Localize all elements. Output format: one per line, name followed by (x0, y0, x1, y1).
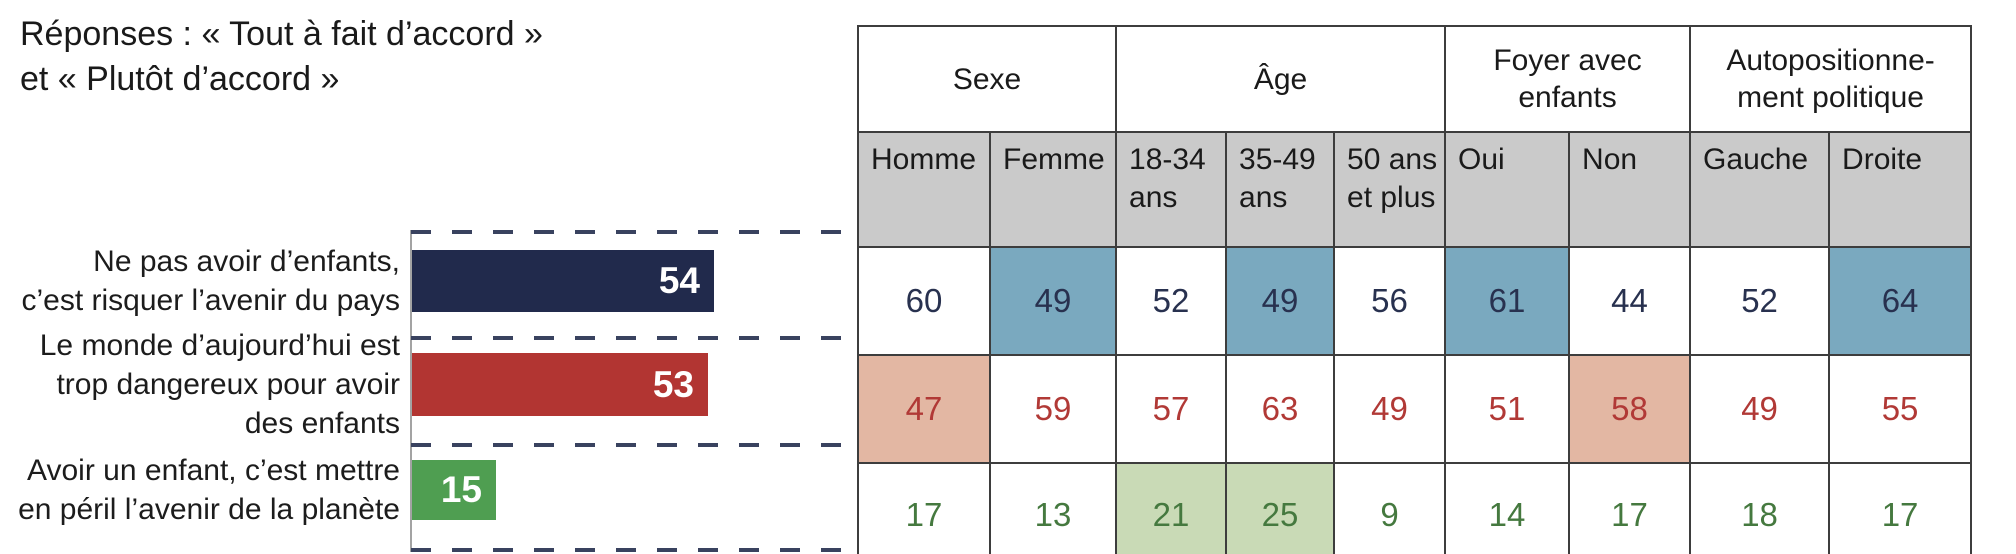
cell: 49 (1225, 246, 1336, 356)
category-label-2: Le monde d’aujourd’hui est trop dangereu… (10, 326, 400, 443)
cell: 44 (1568, 246, 1692, 356)
category-label-2-line2: trop dangereux pour avoir (56, 368, 400, 401)
table-row-1: 60 49 52 49 56 61 44 52 64 (857, 246, 1973, 356)
bar-row2-value: 53 (652, 363, 694, 405)
category-label-3-line2: en péril l’avenir de la planète (18, 493, 400, 526)
breakdown-table: Sexe Âge Foyer avec enfants Autoposition… (856, 25, 1973, 554)
chart-dashed-gridline (411, 336, 858, 340)
column-header-droite: Droite (1828, 131, 1973, 248)
bar-row3: 15 (412, 460, 496, 520)
table-column-header-row: Homme Femme 18-34 ans 35-49 ans 50 ans e… (857, 131, 1973, 248)
column-header-homme: Homme (857, 131, 991, 248)
cell: 17 (1828, 462, 1973, 554)
column-header-femme: Femme (988, 131, 1118, 248)
group-header-foyer-line1: Foyer avec (1493, 44, 1642, 77)
column-header-35-49: 35-49 ans (1225, 131, 1336, 248)
category-label-3-line1: Avoir un enfant, c’est mettre (27, 454, 400, 487)
table-row-3: 17 13 21 25 9 14 17 18 17 (857, 462, 1973, 554)
cell: 59 (988, 354, 1118, 464)
category-label-3: Avoir un enfant, c’est mettre en péril l… (10, 451, 400, 529)
cell: 60 (857, 246, 991, 356)
cell: 13 (988, 462, 1118, 554)
cell: 9 (1333, 462, 1447, 554)
category-label-1-line2: c’est risquer l’avenir du pays (21, 284, 400, 317)
cell: 49 (988, 246, 1118, 356)
cell: 17 (857, 462, 991, 554)
group-header-foyer: Foyer avec enfants (1444, 25, 1692, 133)
group-header-politique-line2: ment politique (1737, 81, 1924, 114)
cell: 57 (1115, 354, 1228, 464)
cell: 51 (1444, 354, 1571, 464)
cell: 49 (1333, 354, 1447, 464)
cell: 52 (1689, 246, 1831, 356)
table-group-header-row: Sexe Âge Foyer avec enfants Autoposition… (856, 25, 1973, 133)
chart-axis-line (410, 230, 412, 552)
figure-title-line1: Réponses : « Tout à fait d’accord » (20, 15, 543, 53)
chart-dashed-gridline (411, 230, 858, 234)
cell: 17 (1568, 462, 1692, 554)
cell: 18 (1689, 462, 1831, 554)
cell: 58 (1568, 354, 1692, 464)
chart-dashed-gridline (411, 443, 858, 447)
group-header-age: Âge (1115, 25, 1447, 133)
cell: 21 (1115, 462, 1228, 554)
group-header-politique: Autopositionne- ment politique (1689, 25, 1973, 133)
cell: 63 (1225, 354, 1336, 464)
column-header-50plus: 50 ans et plus (1333, 131, 1447, 248)
cell: 56 (1333, 246, 1447, 356)
category-label-1-line1: Ne pas avoir d’enfants, (93, 245, 400, 278)
category-label-1: Ne pas avoir d’enfants, c’est risquer l’… (10, 242, 400, 320)
column-header-18-34: 18-34 ans (1115, 131, 1228, 248)
figure-title-line2: et « Plutôt d’accord » (20, 60, 340, 98)
cell: 14 (1444, 462, 1571, 554)
cell: 25 (1225, 462, 1336, 554)
cell: 47 (857, 354, 991, 464)
column-header-non: Non (1568, 131, 1692, 248)
group-header-politique-line1: Autopositionne- (1726, 44, 1935, 77)
group-header-age-line1: Âge (1253, 62, 1308, 96)
chart-dashed-gridline (411, 548, 858, 552)
cell: 52 (1115, 246, 1228, 356)
cell: 55 (1828, 354, 1973, 464)
bar-row1: 54 (412, 250, 714, 312)
bar-row2: 53 (412, 353, 708, 416)
cell: 49 (1689, 354, 1831, 464)
cell: 61 (1444, 246, 1571, 356)
bar-row3-value: 15 (440, 469, 482, 510)
group-header-foyer-line2: enfants (1518, 81, 1617, 114)
figure-title: Réponses : « Tout à fait d’accord » et «… (20, 12, 543, 102)
category-label-2-line3: des enfants (244, 407, 400, 440)
column-header-gauche: Gauche (1689, 131, 1831, 248)
bar-row1-value: 54 (658, 260, 700, 301)
cell: 64 (1828, 246, 1973, 356)
table-row-2: 47 59 57 63 49 51 58 49 55 (857, 354, 1973, 464)
group-header-sexe: Sexe (856, 25, 1118, 133)
group-header-sexe-line1: Sexe (952, 62, 1022, 96)
column-header-oui: Oui (1444, 131, 1571, 248)
category-label-2-line1: Le monde d’aujourd’hui est (39, 329, 400, 362)
